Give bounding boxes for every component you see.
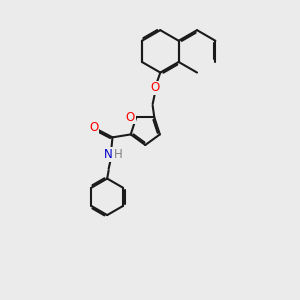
Text: O: O bbox=[90, 122, 99, 134]
Text: O: O bbox=[126, 111, 135, 124]
Text: N: N bbox=[104, 148, 112, 161]
Text: H: H bbox=[114, 148, 123, 161]
Text: O: O bbox=[150, 81, 160, 94]
